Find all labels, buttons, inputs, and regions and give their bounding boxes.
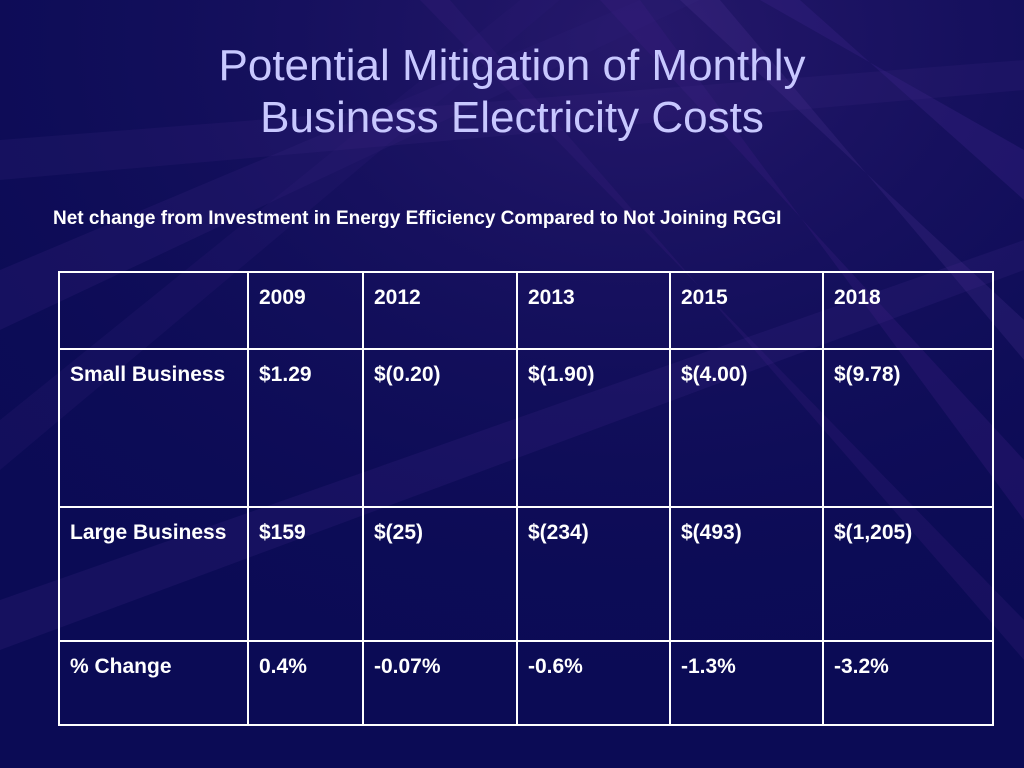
table-cell: $(1.90) xyxy=(516,348,671,508)
table-header-cell-empty xyxy=(58,271,249,350)
table-row: Small Business $1.29 $(0.20) $(1.90) $(4… xyxy=(58,348,994,508)
table-cell: $(1,205) xyxy=(822,506,994,642)
table-cell: -0.6% xyxy=(516,640,671,726)
table-cell: $(9.78) xyxy=(822,348,994,508)
slide-title-line-1: Potential Mitigation of Monthly xyxy=(218,41,806,90)
table-cell: $(234) xyxy=(516,506,671,642)
table-cell: -1.3% xyxy=(669,640,824,726)
slide-title-line-2: Business Electricity Costs xyxy=(260,93,764,142)
table-cell: -3.2% xyxy=(822,640,994,726)
table-row: Large Business $159 $(25) $(234) $(493) … xyxy=(58,506,994,642)
row-label: % Change xyxy=(58,640,249,726)
table-cell: $(25) xyxy=(362,506,518,642)
row-label: Large Business xyxy=(58,506,249,642)
table-header-row: 2009 2012 2013 2015 2018 xyxy=(58,271,994,350)
cost-table: 2009 2012 2013 2015 2018 Small Business … xyxy=(58,271,994,726)
table-cell: $(493) xyxy=(669,506,824,642)
table-header-cell: 2012 xyxy=(362,271,518,350)
table-header-cell: 2009 xyxy=(247,271,364,350)
table-cell: $159 xyxy=(247,506,364,642)
table-row: % Change 0.4% -0.07% -0.6% -1.3% -3.2% xyxy=(58,640,994,726)
table-header-cell: 2018 xyxy=(822,271,994,350)
table-header-cell: 2013 xyxy=(516,271,671,350)
slide-title: Potential Mitigation of Monthly Business… xyxy=(0,40,1024,144)
table-cell: $1.29 xyxy=(247,348,364,508)
table-cell: -0.07% xyxy=(362,640,518,726)
table-cell: 0.4% xyxy=(247,640,364,726)
table-cell: $(0.20) xyxy=(362,348,518,508)
table-header-cell: 2015 xyxy=(669,271,824,350)
table-cell: $(4.00) xyxy=(669,348,824,508)
slide-subtitle: Net change from Investment in Energy Eff… xyxy=(53,208,782,229)
row-label: Small Business xyxy=(58,348,249,508)
